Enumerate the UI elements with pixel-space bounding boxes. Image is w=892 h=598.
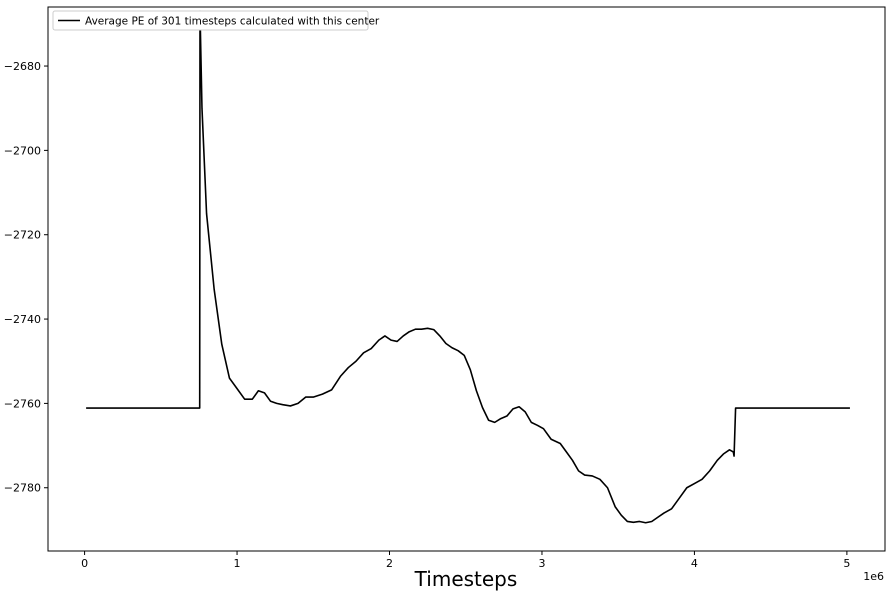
x-tick-label: 4 xyxy=(691,557,698,570)
x-axis-ticks: 0 1 2 3 4 5 xyxy=(81,551,850,570)
legend-label: Average PE of 301 timesteps calculated w… xyxy=(85,16,380,28)
x-tick-label: 0 xyxy=(81,557,88,570)
y-tick-label: −2760 xyxy=(4,397,41,410)
x-tick-label: 5 xyxy=(843,557,850,570)
x-axis-title: Timesteps xyxy=(414,567,518,591)
y-tick-label: −2780 xyxy=(4,482,41,495)
y-axis-ticks: −2780 −2760 −2740 −2720 −2700 −2680 xyxy=(4,60,48,495)
legend-box xyxy=(52,10,369,31)
x-tick-label: 2 xyxy=(386,557,393,570)
y-tick-label: −2720 xyxy=(4,229,41,242)
x-tick-label: 1 xyxy=(234,557,241,570)
series-line xyxy=(86,10,850,524)
plot-frame xyxy=(47,6,886,552)
legend: Average PE of 301 timesteps calculated w… xyxy=(52,10,380,31)
x-offset-text: 1e6 xyxy=(863,570,884,583)
y-tick-label: −2680 xyxy=(4,60,41,73)
y-tick-label: −2740 xyxy=(4,313,41,326)
x-tick-label: 3 xyxy=(538,557,545,570)
y-tick-label: −2700 xyxy=(4,144,41,157)
